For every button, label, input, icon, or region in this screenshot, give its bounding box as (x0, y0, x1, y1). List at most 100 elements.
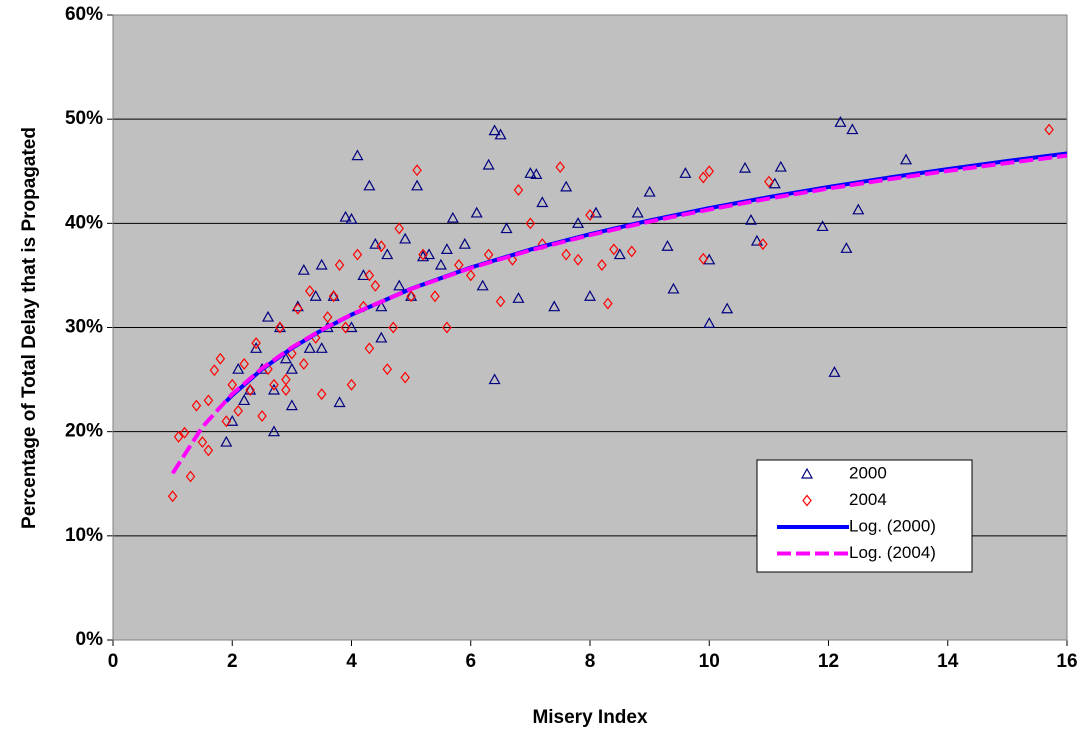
diamond-marker (764, 175, 774, 188)
x-tick-label: 8 (585, 651, 596, 672)
diamond-marker (626, 245, 637, 258)
triangle-marker (476, 279, 489, 291)
diamond-marker (1044, 123, 1054, 136)
legend-label: 2004 (849, 490, 887, 509)
diamond-marker (346, 378, 357, 391)
triangle-marker (721, 302, 734, 314)
triangle-marker (279, 352, 292, 364)
triangle-marker (846, 123, 859, 135)
diamond-marker (758, 238, 768, 251)
x-tick-label: 16 (1056, 651, 1077, 672)
diamond-marker (293, 302, 303, 315)
y-axis-title: Percentage of Total Delay that is Propag… (19, 127, 40, 529)
triangle-marker (530, 168, 543, 179)
diamond-marker (215, 352, 226, 365)
triangle-marker (267, 425, 281, 437)
triangle-marker (375, 300, 388, 312)
diamond-marker (495, 295, 506, 308)
triangle-marker (285, 362, 298, 374)
diamond-marker (483, 248, 494, 261)
triangle-marker (470, 206, 483, 218)
diamond-marker (316, 388, 327, 401)
triangle-marker (488, 124, 501, 136)
triangle-marker (774, 160, 787, 172)
diamond-marker (352, 248, 363, 261)
triangle-marker (524, 167, 537, 178)
diamond-marker (334, 259, 345, 271)
diamond-marker (364, 342, 375, 355)
triangle-marker (309, 290, 322, 301)
x-tick-label: 12 (818, 651, 839, 672)
diamond-marker (269, 378, 279, 391)
diamond-marker (382, 363, 393, 376)
triangle-marker (643, 185, 656, 197)
legend (756, 459, 973, 573)
triangle-marker (285, 399, 298, 411)
diamond-marker (239, 357, 249, 370)
triangle-marker (744, 213, 758, 225)
triangle-marker (369, 237, 382, 249)
triangle-marker (411, 179, 424, 191)
diamond-marker (609, 243, 619, 256)
triangle-marker (494, 128, 507, 140)
x-tick-label: 0 (108, 651, 119, 672)
triangle-marker (512, 292, 525, 303)
triangle-marker (232, 362, 245, 374)
diamond-marker (275, 321, 285, 334)
triangle-marker (446, 211, 459, 223)
diamond-marker (281, 384, 291, 396)
x-tick-label: 4 (346, 651, 357, 672)
triangle-marker (238, 394, 251, 406)
triangle-marker (220, 435, 233, 447)
triangle-marker (572, 217, 585, 228)
legend-label: 2000 (849, 463, 887, 482)
triangle-marker (583, 290, 597, 301)
triangle-marker (816, 220, 829, 232)
triangle-marker (333, 396, 346, 408)
triangle-marker (482, 158, 495, 170)
diamond-marker (394, 222, 404, 235)
diamond-marker (299, 357, 309, 370)
triangle-marker (661, 240, 674, 251)
diamond-marker (203, 394, 214, 407)
diamond-marker (221, 415, 232, 428)
legend-label: Log. (2004) (849, 543, 936, 562)
triangle-marker (273, 321, 286, 333)
diamond-marker (704, 165, 715, 178)
diamond-marker (430, 290, 440, 303)
diamond-marker (167, 490, 178, 503)
diamond-marker (513, 184, 524, 196)
diamond-marker (412, 164, 422, 177)
triangle-marker (339, 210, 352, 222)
triangle-marker (381, 248, 394, 260)
diamond-marker (322, 311, 333, 324)
triangle-marker (679, 167, 692, 178)
triangle-marker (262, 310, 275, 322)
diamond-marker (376, 240, 387, 253)
trendline (170, 153, 1068, 475)
y-tick-label: 20% (65, 421, 103, 442)
x-tick-label: 10 (699, 651, 720, 672)
plot-border (112, 14, 1068, 641)
triangle-marker (315, 342, 328, 353)
legend-label: Log. (2000) (849, 516, 936, 535)
diamond-marker (245, 384, 255, 396)
triangle-marker (375, 331, 388, 343)
triangle-marker (267, 383, 281, 395)
triangle-marker (405, 290, 418, 301)
diamond-marker (525, 217, 536, 230)
triangle-marker (589, 206, 602, 218)
triangle-marker (800, 467, 814, 479)
y-tick-label: 60% (65, 4, 103, 25)
triangle-marker (899, 153, 913, 165)
triangle-marker (500, 222, 513, 234)
triangle-marker (488, 373, 501, 385)
diamond-marker (257, 410, 267, 423)
diamond-marker (465, 269, 476, 282)
diamond-marker (227, 378, 238, 391)
triangle-marker (828, 366, 841, 377)
diamond-marker (418, 248, 428, 261)
triangle-marker (667, 282, 680, 294)
y-tick-label: 50% (65, 108, 103, 129)
